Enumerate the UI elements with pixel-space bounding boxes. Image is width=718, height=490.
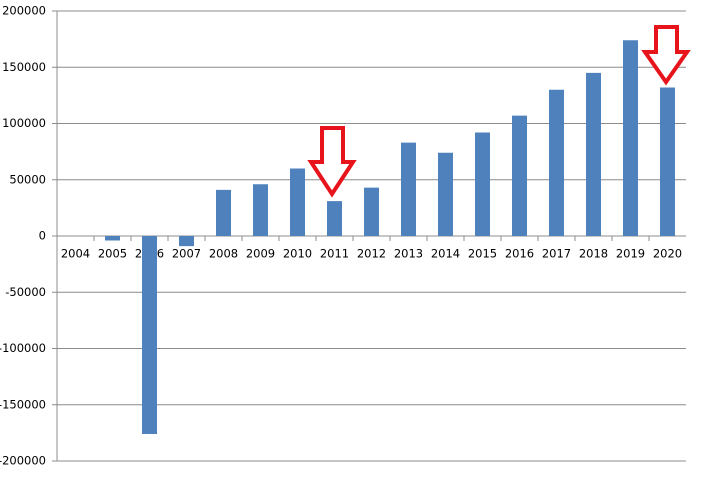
bar: [364, 187, 379, 236]
y-tick-label: 0: [39, 229, 46, 243]
bar: [216, 189, 231, 236]
x-tick-label: 2020: [653, 247, 682, 261]
arrow-annotation: [641, 25, 691, 86]
y-tick-label: -50000: [5, 285, 46, 299]
x-tick-label: 2018: [579, 247, 608, 261]
bar: [290, 168, 305, 236]
x-tick-label: 2008: [209, 247, 238, 261]
x-tick-label: 2011: [320, 247, 349, 261]
bar: [327, 201, 342, 236]
x-tick-label: 2012: [357, 247, 386, 261]
y-tick-label: 200000: [2, 4, 46, 18]
bar: [142, 236, 157, 434]
bar: [401, 142, 416, 236]
x-tick-label: 2014: [431, 247, 460, 261]
bar: [623, 40, 638, 236]
y-tick-label: 150000: [2, 60, 46, 74]
bar: [438, 152, 453, 236]
arrow-annotation: [307, 126, 357, 198]
x-tick-label: 2005: [98, 247, 127, 261]
y-tick-label: -200000: [0, 454, 46, 468]
x-tick-label: 2013: [394, 247, 423, 261]
y-tick-label: 50000: [9, 172, 46, 186]
bar: [475, 132, 490, 236]
x-tick-label: 2019: [616, 247, 645, 261]
bar: [512, 115, 527, 236]
x-tick-label: 2017: [542, 247, 571, 261]
x-tick-label: 2009: [246, 247, 275, 261]
bar: [105, 236, 120, 241]
y-tick-label: -100000: [0, 341, 46, 355]
x-tick-label: 2004: [61, 247, 90, 261]
y-tick-label: 100000: [2, 116, 46, 130]
plot-area: -200000 -150000 -100000 -50000 0 50000 100000 1…: [0, 4, 686, 468]
x-tick-label: 2007: [172, 247, 201, 261]
bar: [253, 184, 268, 236]
x-tick-label: 2016: [505, 247, 534, 261]
bar: [586, 72, 601, 236]
bar: [549, 89, 564, 236]
x-tick-label: 2015: [468, 247, 497, 261]
bar: [179, 236, 194, 247]
x-tick-label: 2010: [283, 247, 312, 261]
y-tick-label: -150000: [0, 397, 46, 411]
bar: [660, 87, 675, 236]
